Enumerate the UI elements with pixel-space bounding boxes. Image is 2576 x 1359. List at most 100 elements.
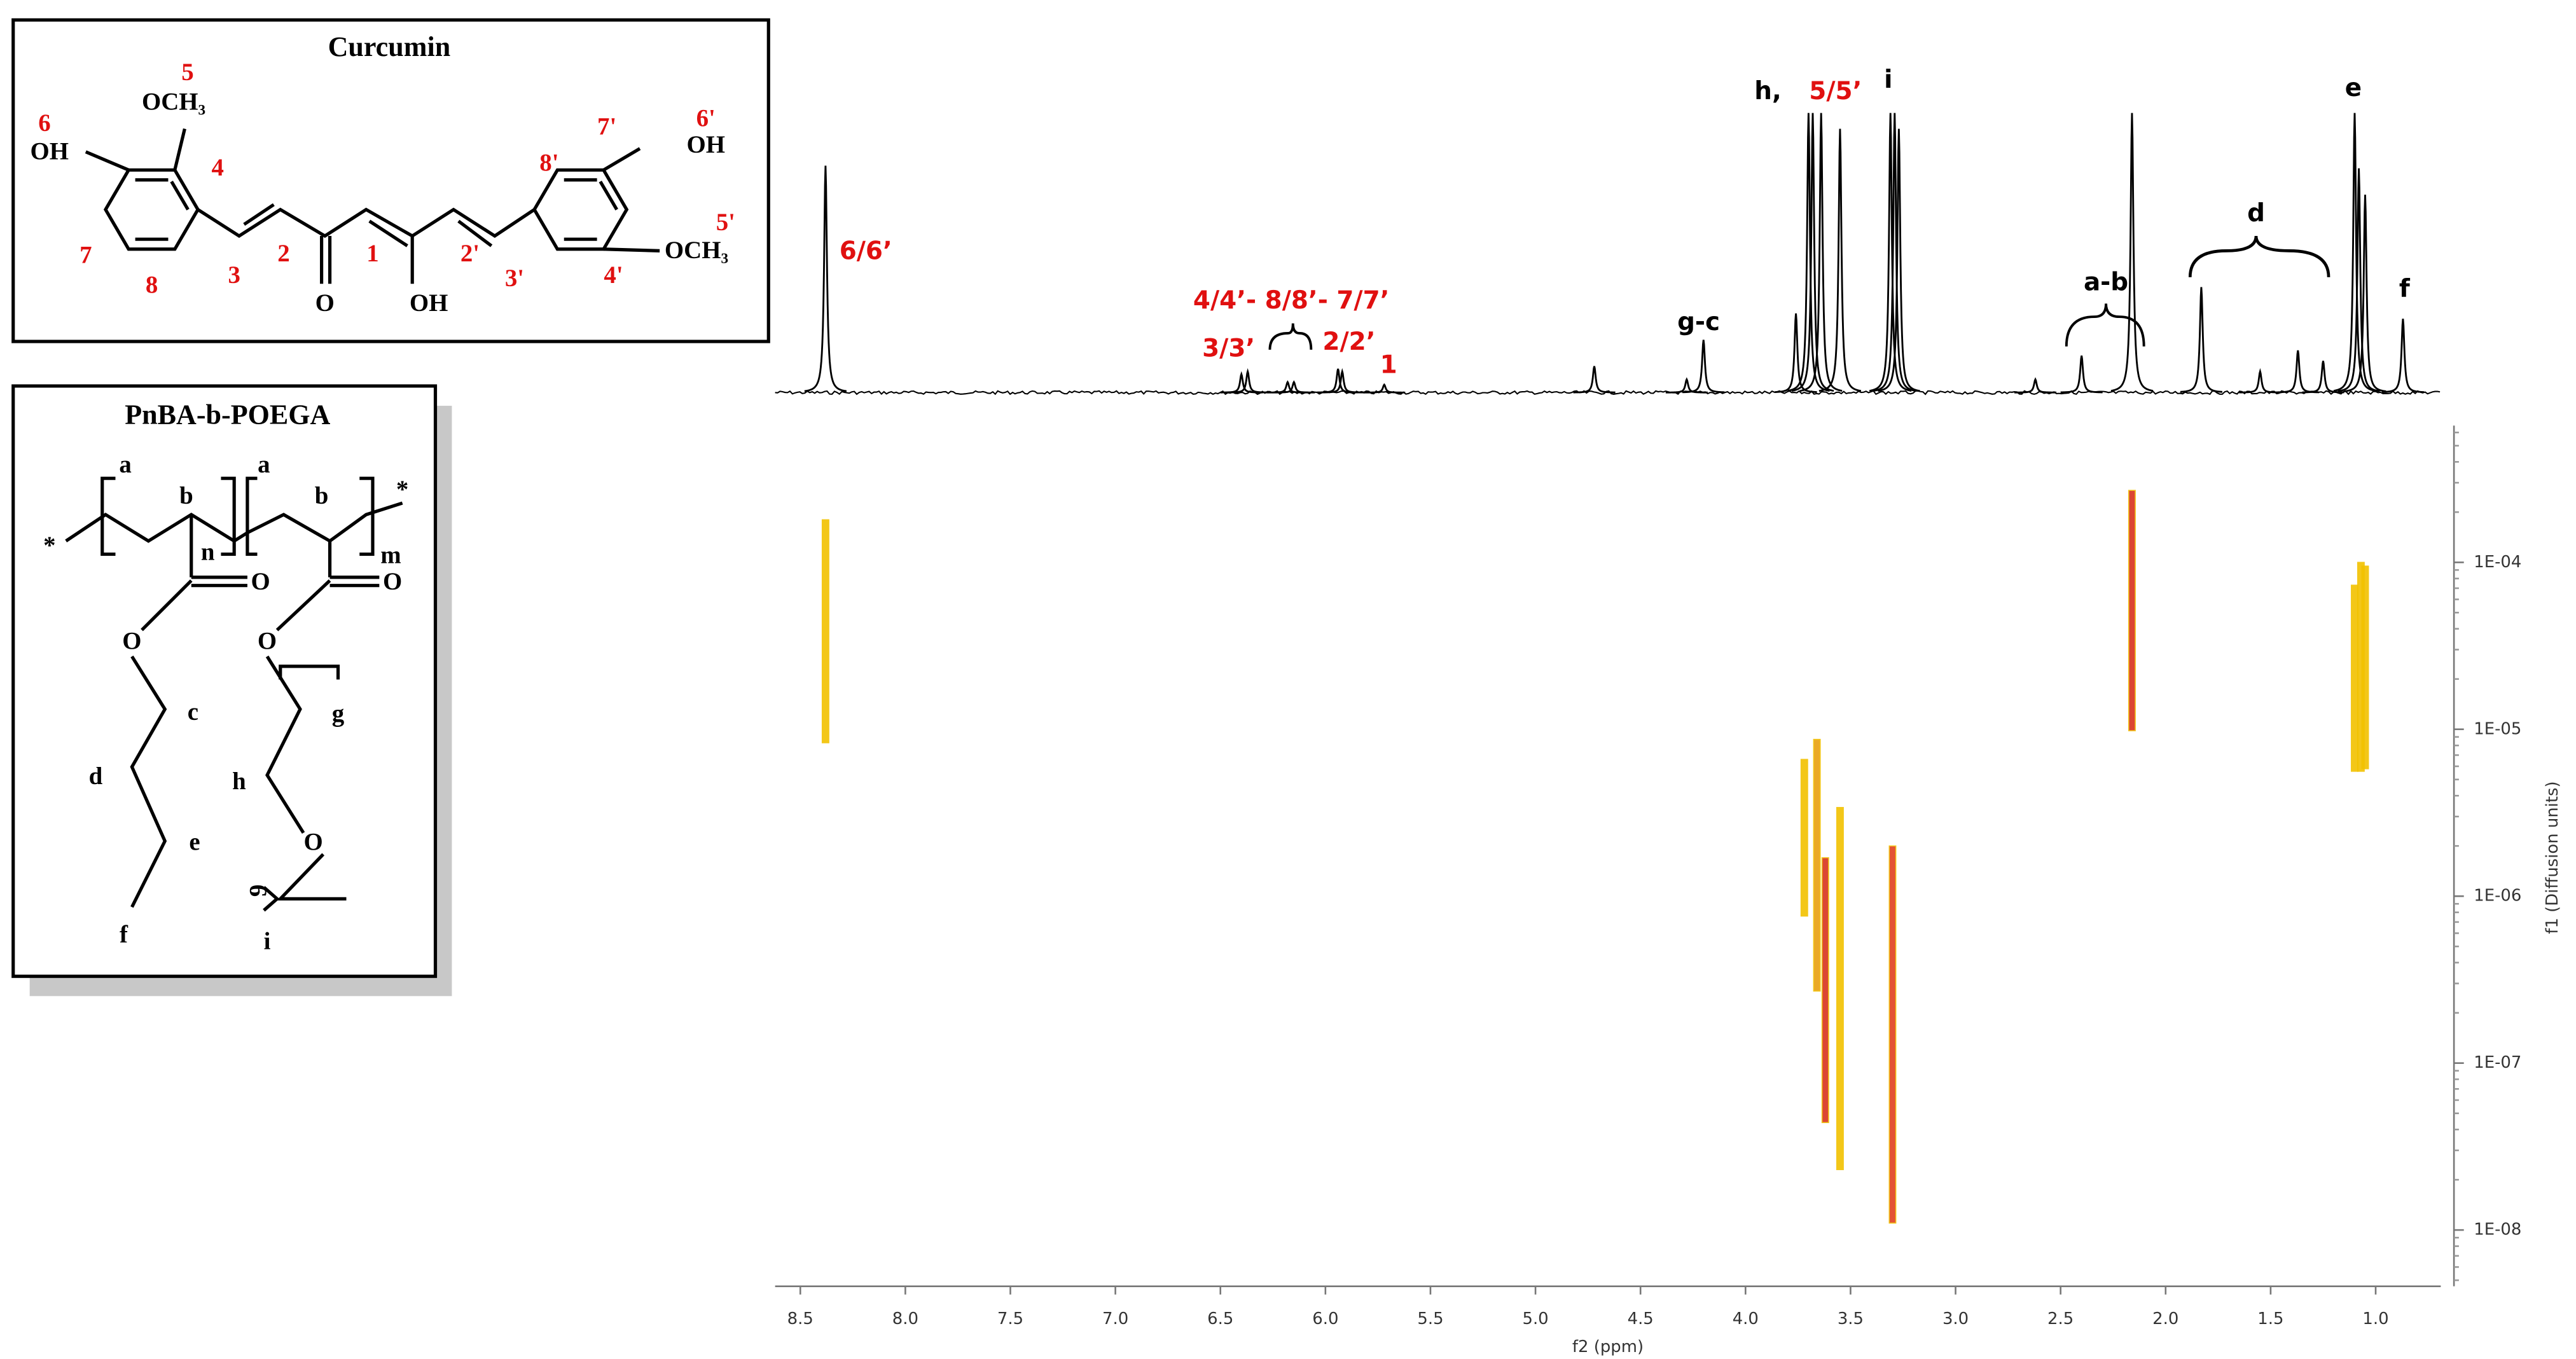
cross-peak	[2128, 490, 2136, 731]
peak-label: 5/5’	[1809, 77, 1862, 106]
peak-label: 3/3’	[1202, 334, 1255, 362]
brace	[2065, 303, 2145, 347]
atom-label: O	[251, 568, 270, 595]
polymer-panel: PnBA-b-POEGA a b n a b m * * O O O O c g…	[11, 384, 452, 997]
atom-label: *	[43, 532, 55, 559]
x-tick-label: 4.5	[1628, 1309, 1654, 1328]
spectrum-peak	[1775, 313, 1817, 393]
spectrum-baseline	[775, 390, 2441, 396]
atom-label: 2	[277, 240, 289, 267]
structure-title: PnBA-b-POEGA	[125, 399, 330, 430]
atom-label: OCH₃	[142, 88, 205, 116]
atom-label: 5'	[716, 209, 735, 236]
atom-label: 4	[212, 154, 224, 181]
spectrum-peak	[2302, 361, 2344, 394]
atom-label: m	[380, 542, 401, 569]
atom-label: O	[122, 627, 141, 654]
atom-label: 8'	[539, 149, 558, 176]
atom-label: 4'	[604, 261, 623, 289]
cross-peak	[2351, 584, 2358, 772]
x-tick-label: 3.5	[1838, 1309, 1864, 1328]
atom-label: 9	[245, 885, 272, 897]
panel-frame	[11, 18, 770, 343]
atom-label: 6	[38, 109, 50, 137]
y-tick-label: 1E-07	[2474, 1053, 2521, 1072]
x-tick-label: 5.0	[1522, 1309, 1548, 1328]
atom-label: a	[119, 451, 131, 478]
atom-label: c	[188, 698, 198, 726]
annotations: 6/6’ 4/4’- 8/8’- 7/7’ 3/3’ 2/2’ 1 g-c h,…	[840, 66, 2411, 380]
y-tick-label: 1E-05	[2474, 719, 2521, 738]
atom-label: g	[332, 700, 345, 727]
spectrum-peak	[1818, 128, 1862, 392]
atom-label: b	[179, 482, 193, 509]
peak-label: f	[2399, 275, 2411, 303]
spectrum-peak	[2337, 168, 2380, 392]
spectrum-peak	[2276, 350, 2319, 394]
spectrum-peak	[2239, 368, 2282, 394]
spectrum-peak	[2381, 319, 2425, 394]
spectrum-peak	[1665, 377, 1708, 394]
atom-label: d	[89, 762, 103, 790]
peak-label: e	[2345, 74, 2362, 102]
x-tick-label: 5.5	[1417, 1309, 1443, 1328]
x-tick-label: 3.0	[1942, 1309, 1969, 1328]
cross-peak	[2361, 565, 2369, 769]
x-tick-label: 6.5	[1207, 1309, 1233, 1328]
atom-label: h	[232, 768, 246, 795]
peak-label: 2/2’	[1322, 328, 1375, 356]
spectrum-peak	[1878, 128, 1920, 392]
polymer-bonds	[65, 476, 403, 912]
atom-label: f	[120, 921, 128, 948]
cross-peak	[1836, 806, 1844, 1170]
panel-frame	[11, 384, 438, 978]
atom-label: O	[304, 829, 323, 856]
spectrum-peak	[1682, 340, 1725, 394]
atom-label: 3	[228, 261, 240, 289]
peak-label: h,	[1754, 77, 1781, 106]
spectrum-peak	[1321, 368, 1364, 394]
spectrum-peak	[2180, 287, 2223, 393]
spectrum-peak	[804, 165, 847, 392]
spectrum-peak	[2344, 195, 2386, 392]
atom-label: O	[258, 627, 277, 654]
x-tick-label: 7.5	[997, 1309, 1023, 1328]
y-tick-label: 1E-06	[2474, 886, 2521, 906]
peak-label: a-b	[2084, 268, 2128, 297]
atom-label: 3'	[505, 265, 524, 292]
atom-label: OH	[686, 131, 724, 158]
atom-label: e	[189, 829, 200, 856]
x-tick-label: 6.0	[1312, 1309, 1338, 1328]
cross-peak	[1813, 738, 1821, 992]
curcumin-panel: Curcumin 5 OCH₃ 6 OH 4 7 8 3 2 O 1 OH 2'…	[11, 18, 770, 343]
peak-label: 1	[1380, 350, 1397, 379]
peak-label: 6/6’	[840, 237, 892, 265]
spectrum-peak	[1266, 380, 1309, 394]
y-tick-label: 1E-08	[2474, 1220, 2521, 1239]
spectrum-peak	[1573, 366, 1616, 394]
spectrum-peak	[1787, 113, 1830, 392]
peak-label: i	[1884, 66, 1892, 94]
cross-peak	[1821, 857, 1829, 1124]
spectrum-peak	[1873, 113, 1916, 392]
curcumin-bonds	[85, 128, 660, 284]
atom-label: 7'	[597, 113, 616, 140]
atom-label: a	[258, 451, 270, 478]
atom-label: OCH₃	[665, 237, 728, 264]
structure-title: Curcumin	[328, 31, 451, 62]
atom-label: OH	[410, 289, 448, 317]
atom-label: 5	[181, 59, 193, 86]
spectrum-peak	[2333, 113, 2376, 392]
x-tick-label: 8.0	[892, 1309, 918, 1328]
spectrum-peak	[1799, 113, 1843, 392]
atom-label: n	[201, 538, 215, 565]
cross-peak	[1800, 759, 1808, 917]
brace	[1268, 323, 1313, 350]
spectrum-peak	[1363, 383, 1406, 394]
atom-label: 7	[80, 242, 92, 269]
x-axis-title: f2 (ppm)	[1572, 1337, 1644, 1356]
spectrum-peak	[2014, 377, 2057, 394]
x-tick-label: 4.0	[1733, 1309, 1759, 1328]
peak-label: g-c	[1677, 308, 1720, 336]
atom-label: *	[396, 476, 408, 503]
